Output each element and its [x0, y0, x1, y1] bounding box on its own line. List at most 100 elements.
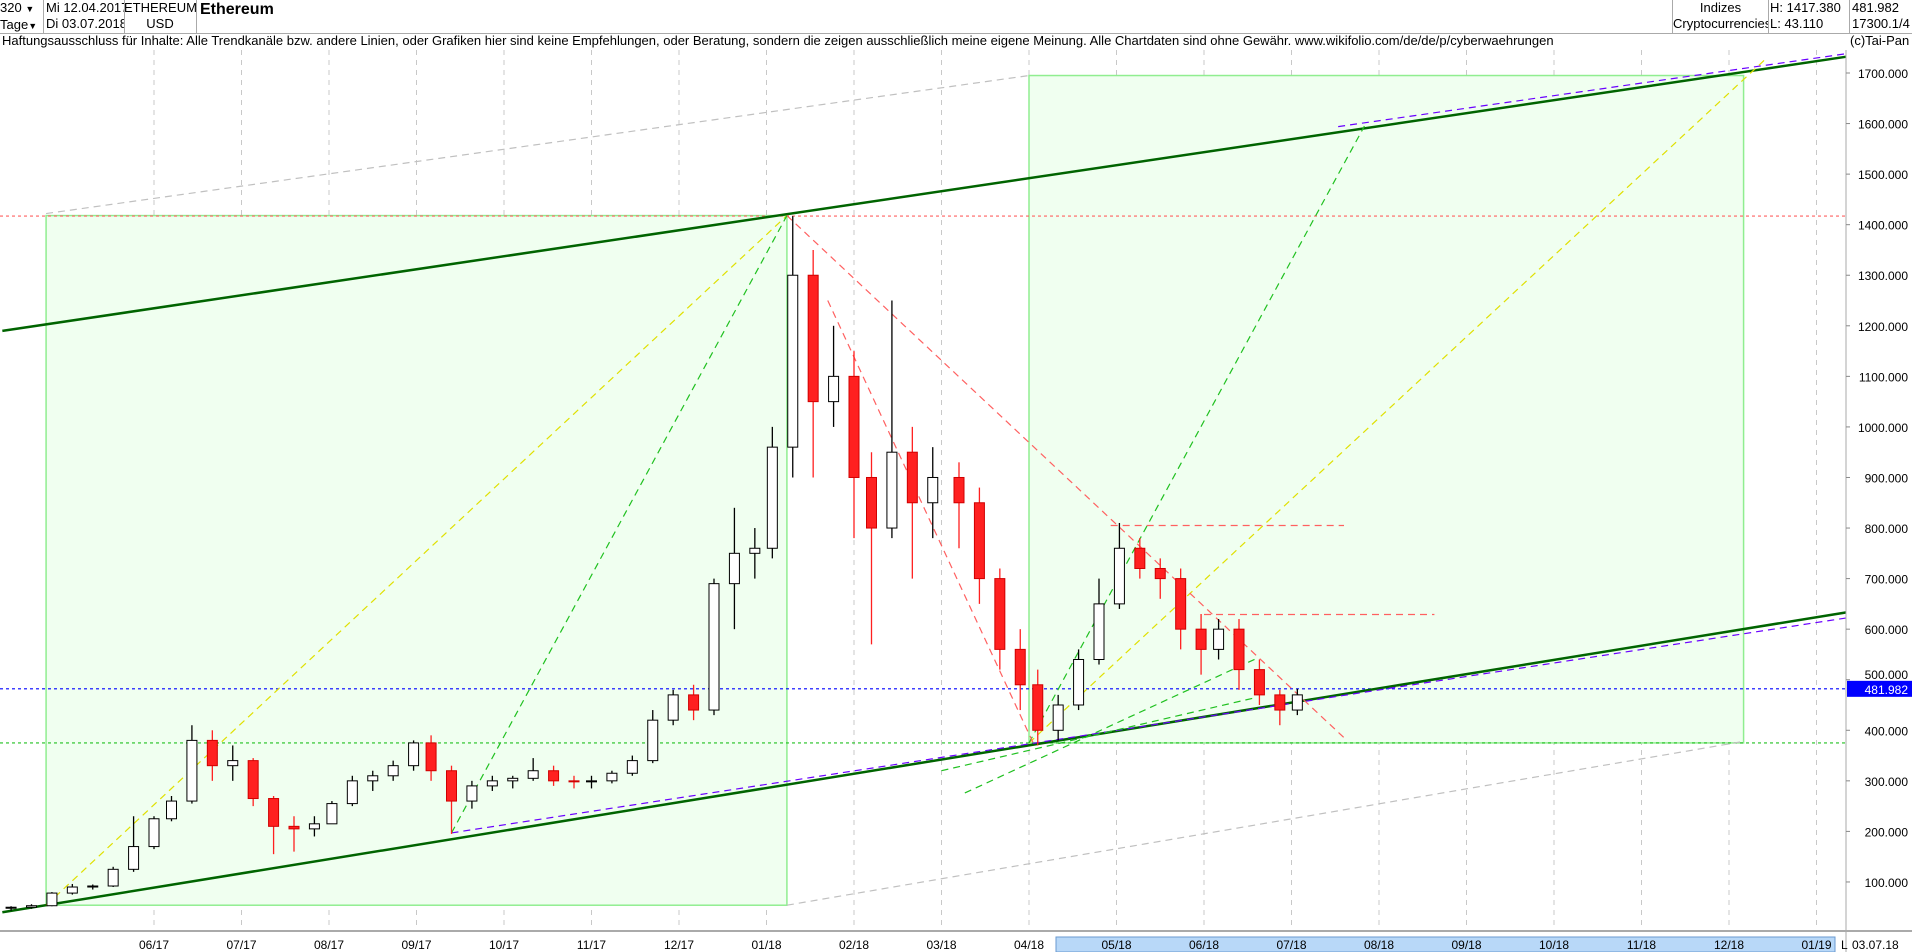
candle-body [1253, 669, 1265, 696]
candle-body [1291, 694, 1303, 711]
candle-body [749, 547, 761, 554]
candle-body [166, 800, 177, 820]
candle [973, 487, 985, 604]
candle [1073, 649, 1085, 711]
x-current-date: 03.07.18 [1852, 938, 1899, 952]
candle [166, 796, 177, 822]
y-tick-label: 900.000 [1865, 471, 1909, 485]
candle-body [667, 694, 679, 721]
candle [66, 883, 78, 895]
candle-body [186, 739, 198, 802]
candle-body [688, 694, 700, 711]
candle [866, 452, 877, 645]
x-tick-label: 09/17 [401, 938, 431, 952]
candle-body [486, 780, 498, 787]
period-selector[interactable]: 320 ▼ Tage▼ [0, 0, 44, 33]
candle [1014, 629, 1026, 711]
symbol: ETHEREUM [124, 0, 196, 15]
candle [87, 884, 99, 890]
trend-line [450, 215, 788, 834]
candle [1253, 659, 1265, 705]
candle-body [1014, 648, 1026, 686]
candle [46, 892, 58, 907]
period-unit-dropdown[interactable]: Tage▼ [0, 17, 43, 34]
candle-body [1195, 628, 1207, 650]
candle-body [346, 780, 358, 805]
y-tick-label: 1100.000 [1859, 370, 1908, 384]
candle [288, 816, 300, 852]
high-value: H: 1417.380 [1770, 0, 1841, 15]
candle-body [953, 476, 965, 504]
period-count-dropdown[interactable]: 320 ▼ [0, 0, 43, 17]
y-tick-label: 800.000 [1865, 522, 1909, 536]
chart-title: Ethereum [200, 1, 274, 18]
candle-body [606, 772, 618, 782]
candle-body [308, 823, 320, 830]
candle [206, 730, 218, 781]
candle-body [927, 476, 939, 504]
subcategory: Cryptocurrencies [1673, 16, 1768, 31]
date-range: Mi 12.04.2017 Di 03.07.2018 [44, 0, 125, 33]
y-tick-label: 500.000 [1865, 668, 1909, 682]
candle-body [1113, 547, 1125, 605]
category: Indizes [1699, 0, 1742, 15]
candle [425, 735, 437, 781]
candle-body [128, 846, 140, 870]
current-price-label: 481.982 [1865, 683, 1909, 697]
candle [708, 578, 720, 716]
candle-body [268, 798, 280, 827]
last-price: 481.982 [1852, 0, 1899, 15]
candle-body [326, 803, 338, 825]
candle-body [148, 818, 160, 848]
candle [688, 684, 700, 721]
candle [268, 796, 280, 855]
candle [626, 755, 638, 776]
candle [446, 765, 457, 834]
trend-line [786, 215, 1348, 741]
last-cell: 481.982 17300.1/4 [1848, 0, 1912, 33]
candle-body [866, 476, 877, 529]
candle [728, 507, 740, 630]
x-tick-label: 10/18 [1539, 938, 1569, 952]
candle [247, 758, 259, 807]
candle [1134, 538, 1146, 579]
candle-body [586, 780, 597, 783]
candle-body [994, 578, 1006, 650]
trend-line [2, 611, 1846, 914]
chevron-down-icon: ▼ [25, 4, 35, 14]
candle-body [728, 552, 740, 585]
x-tick-label: 07/17 [226, 938, 256, 952]
candle [1291, 688, 1303, 716]
candle-body [5, 906, 17, 909]
candle-body [26, 905, 37, 908]
y-tick-label: 200.000 [1865, 825, 1909, 839]
trend-line [1028, 125, 1365, 744]
candle [828, 325, 840, 427]
y-tick-label: 600.000 [1865, 623, 1909, 637]
candle [346, 775, 358, 807]
candle [527, 758, 539, 781]
candle [148, 816, 160, 850]
currency: USD [146, 16, 174, 31]
candle [5, 906, 17, 911]
x-tick-label: 08/17 [314, 938, 344, 952]
candle [128, 816, 140, 872]
candle-body [828, 375, 840, 403]
x-tick-label: 11/18 [1627, 938, 1656, 952]
candle [1032, 669, 1044, 746]
plot-area [0, 50, 1846, 929]
candle-body [1073, 658, 1085, 706]
candle-body [107, 868, 119, 887]
candle [367, 770, 379, 791]
date-from: Mi 12.04.2017 [46, 0, 124, 15]
y-tick-label: 1200.000 [1858, 320, 1908, 334]
candle [107, 866, 119, 888]
candle-body [708, 583, 720, 711]
candle-body [408, 742, 420, 767]
x-tick-label: 01/19 [1801, 938, 1831, 952]
candle [1154, 558, 1166, 599]
candle [886, 300, 898, 539]
candle-body [906, 451, 918, 504]
y-tick-label: 300.000 [1865, 775, 1909, 789]
